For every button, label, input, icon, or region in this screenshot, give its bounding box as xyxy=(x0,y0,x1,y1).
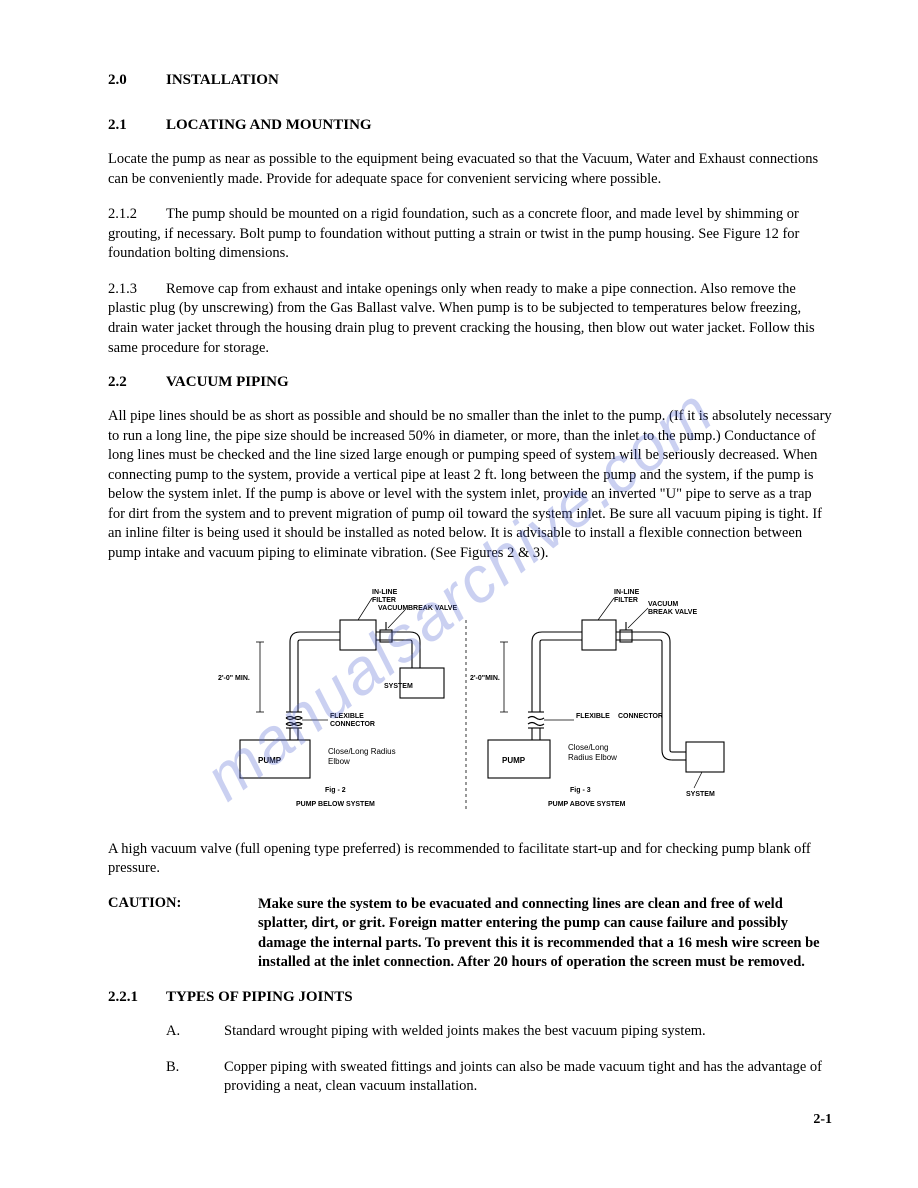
section-title: INSTALLATION xyxy=(166,72,279,89)
list-body: Copper piping with sweated fittings and … xyxy=(224,1058,832,1097)
section-2-2-1-heading: 2.2.1 TYPES OF PIPING JOINTS xyxy=(108,989,832,1006)
page-number: 2-1 xyxy=(813,1112,832,1128)
figure-2: PUMP 2'-0" MIN xyxy=(210,580,470,820)
paragraph-2-1-3: 2.1.3Remove cap from exhaust and intake … xyxy=(108,280,832,358)
svg-text:Close/Long Radius: Close/Long Radius xyxy=(328,747,396,756)
svg-text:Fig - 2: Fig - 2 xyxy=(325,787,346,794)
svg-text:FILTER: FILTER xyxy=(372,597,396,604)
svg-text:2'-0" MIN.: 2'-0" MIN. xyxy=(218,675,250,682)
section-title: VACUUM PIPING xyxy=(166,374,289,391)
svg-text:VACUUM: VACUUM xyxy=(648,601,678,608)
svg-text:SYSTEM: SYSTEM xyxy=(686,791,715,798)
caution-label: CAUTION: xyxy=(108,895,258,973)
svg-text:PUMP BELOW SYSTEM: PUMP BELOW SYSTEM xyxy=(296,801,375,808)
page: manualsarchive.com 2.0 INSTALLATION 2.1 … xyxy=(0,0,918,1188)
section-2-1-heading: 2.1 LOCATING AND MOUNTING xyxy=(108,117,832,134)
section-number: 2.2 xyxy=(108,374,166,391)
svg-text:FLEXIBLE: FLEXIBLE xyxy=(330,713,364,720)
paragraph: All pipe lines should be as short as pos… xyxy=(108,407,832,564)
svg-text:FLEXIBLE: FLEXIBLE xyxy=(576,713,610,720)
section-number: 2.0 xyxy=(108,72,166,89)
list-body: Standard wrought piping with welded join… xyxy=(224,1022,832,1042)
paragraph-number: 2.1.3 xyxy=(108,280,166,300)
section-title: TYPES OF PIPING JOINTS xyxy=(166,989,353,1006)
svg-text:CONNECTOR: CONNECTOR xyxy=(330,721,375,728)
svg-text:IN-LINE: IN-LINE xyxy=(614,589,640,596)
list-item-a: A. Standard wrought piping with welded j… xyxy=(108,1022,832,1042)
svg-text:Elbow: Elbow xyxy=(328,757,350,766)
paragraph-body: The pump should be mounted on a rigid fo… xyxy=(108,206,799,261)
svg-text:PUMP: PUMP xyxy=(258,756,282,765)
svg-text:BREAK VALVE: BREAK VALVE xyxy=(408,605,457,612)
figures-container: PUMP 2'-0" MIN xyxy=(108,580,832,820)
svg-text:PUMP: PUMP xyxy=(502,756,526,765)
svg-text:Radius Elbow: Radius Elbow xyxy=(568,753,617,762)
svg-text:Fig - 3: Fig - 3 xyxy=(570,787,591,794)
section-number: 2.1 xyxy=(108,117,166,134)
section-2-2-heading: 2.2 VACUUM PIPING xyxy=(108,374,832,391)
svg-text:CONNECTOR: CONNECTOR xyxy=(618,713,663,720)
section-2-0-heading: 2.0 INSTALLATION xyxy=(108,72,832,89)
svg-text:Close/Long: Close/Long xyxy=(568,743,608,752)
svg-text:BREAK VALVE: BREAK VALVE xyxy=(648,609,697,616)
paragraph-number: 2.1.2 xyxy=(108,205,166,225)
section-title: LOCATING AND MOUNTING xyxy=(166,117,372,134)
list-letter: B. xyxy=(108,1058,224,1097)
svg-text:IN-LINE: IN-LINE xyxy=(372,589,398,596)
caution-body: Make sure the system to be evacuated and… xyxy=(258,895,832,973)
svg-text:VACUUM: VACUUM xyxy=(378,605,408,612)
paragraph: A high vacuum valve (full opening type p… xyxy=(108,840,832,879)
svg-text:PUMP ABOVE SYSTEM: PUMP ABOVE SYSTEM xyxy=(548,801,626,808)
svg-text:FILTER: FILTER xyxy=(614,597,638,604)
list-letter: A. xyxy=(108,1022,224,1042)
caution-block: CAUTION: Make sure the system to be evac… xyxy=(108,895,832,973)
list-item-b: B. Copper piping with sweated fittings a… xyxy=(108,1058,832,1097)
svg-text:SYSTEM: SYSTEM xyxy=(384,683,413,690)
paragraph: Locate the pump as near as possible to t… xyxy=(108,150,832,189)
figure-3: PUMP 2'-0"MIN. xyxy=(470,580,730,820)
paragraph-body: Remove cap from exhaust and intake openi… xyxy=(108,281,815,356)
paragraph-2-1-2: 2.1.2The pump should be mounted on a rig… xyxy=(108,205,832,264)
section-number: 2.2.1 xyxy=(108,989,166,1006)
svg-text:2'-0"MIN.: 2'-0"MIN. xyxy=(470,675,500,682)
